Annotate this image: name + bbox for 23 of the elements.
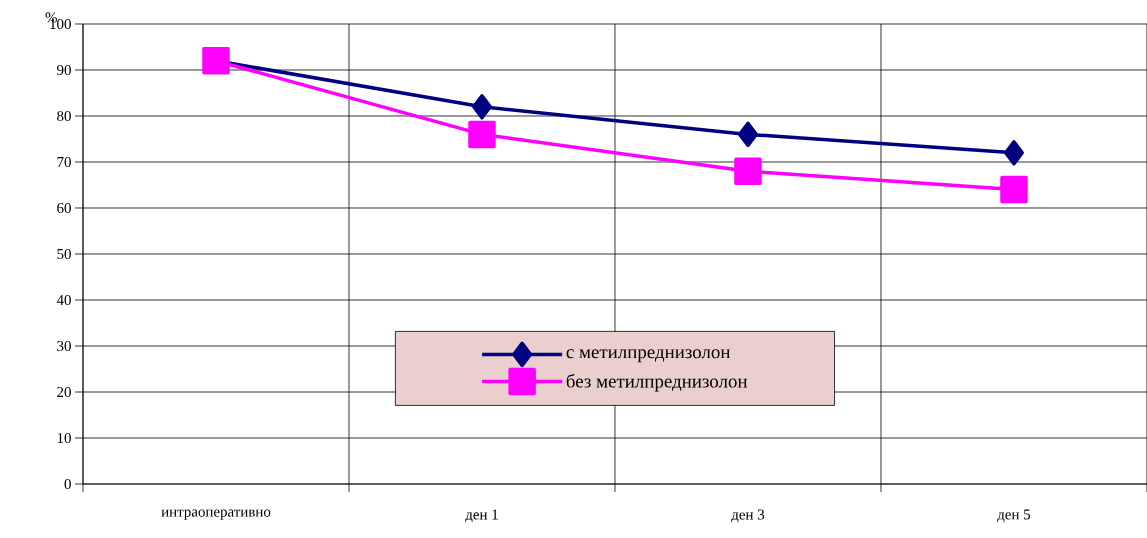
point — [468, 120, 496, 149]
y-tick-label: 10 — [57, 432, 71, 444]
point — [1003, 140, 1024, 166]
point — [737, 121, 758, 148]
y-tick-label: 80 — [57, 110, 71, 122]
y-tick-label: 90 — [57, 64, 71, 76]
y-tick-label: 0 — [64, 478, 71, 490]
legend-label: с метилпреднизолон — [566, 349, 731, 363]
x-tick-label: интраоперативно — [161, 509, 271, 520]
y-tick-label: 50 — [57, 248, 71, 260]
y-tick-label: 40 — [56, 294, 71, 306]
y-tick-label: 20 — [57, 386, 71, 398]
y-tick-label: 30 — [57, 340, 71, 352]
x-tick-label: ден 1 — [465, 509, 498, 523]
legend-label: без метилпреднизолон — [566, 373, 748, 392]
point — [471, 94, 492, 120]
x-tick-label: ден 3 — [731, 509, 765, 523]
point — [1000, 175, 1028, 204]
y-tick-label: 70 — [57, 156, 71, 168]
y-tick-label: 60 — [57, 202, 71, 214]
point — [202, 47, 230, 75]
x-tick-label: ден 5 — [997, 509, 1031, 523]
point — [734, 157, 762, 185]
